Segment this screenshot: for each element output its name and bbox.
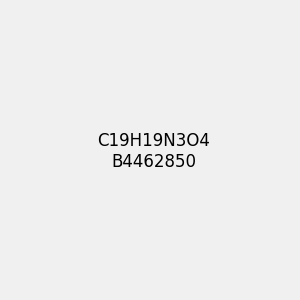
Text: C19H19N3O4
B4462850: C19H19N3O4 B4462850 [97, 132, 210, 171]
